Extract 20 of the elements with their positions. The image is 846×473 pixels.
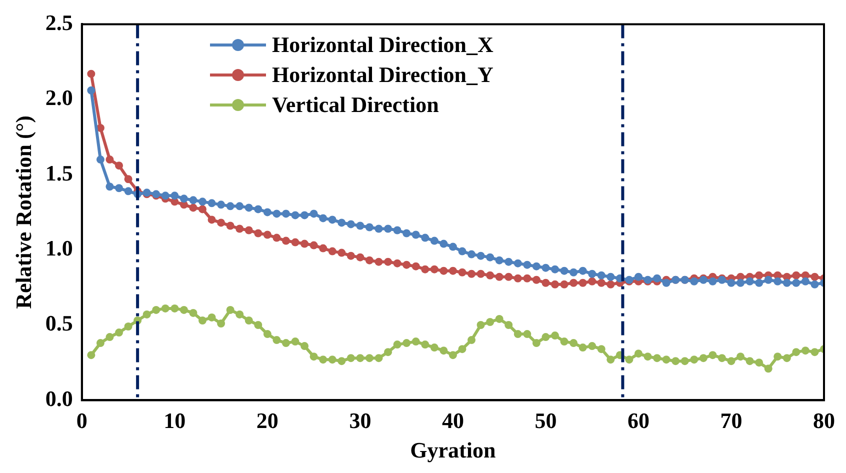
- y-tick-label: 1.5: [45, 160, 73, 186]
- legend-label: Horizontal Direction_X: [272, 32, 494, 58]
- x-tick-label: 0: [76, 408, 88, 434]
- x-axis-title: Gyration: [410, 437, 496, 462]
- y-tick-label: 0.0: [45, 386, 73, 411]
- x-tick-label: 50: [534, 408, 557, 434]
- x-tick-label: 30: [349, 408, 372, 434]
- y-axis-title: Relative Rotation (°): [10, 116, 36, 309]
- y-tick-label: 1.0: [45, 235, 73, 260]
- x-tick-label: 60: [627, 408, 650, 434]
- x-tick-label: 70: [720, 408, 742, 434]
- y-tick-label: 0.5: [45, 310, 73, 336]
- legend-label: Vertical Direction: [272, 92, 439, 118]
- y-tick-label: 2.5: [45, 10, 73, 35]
- x-tick-label: 20: [256, 408, 278, 434]
- x-tick-label: 40: [442, 408, 464, 434]
- x-tick-label: 80: [813, 408, 835, 434]
- legend-label: Horizontal Direction_Y: [272, 62, 494, 88]
- y-tick-label: 2.0: [45, 85, 73, 110]
- x-tick-label: 10: [164, 408, 186, 434]
